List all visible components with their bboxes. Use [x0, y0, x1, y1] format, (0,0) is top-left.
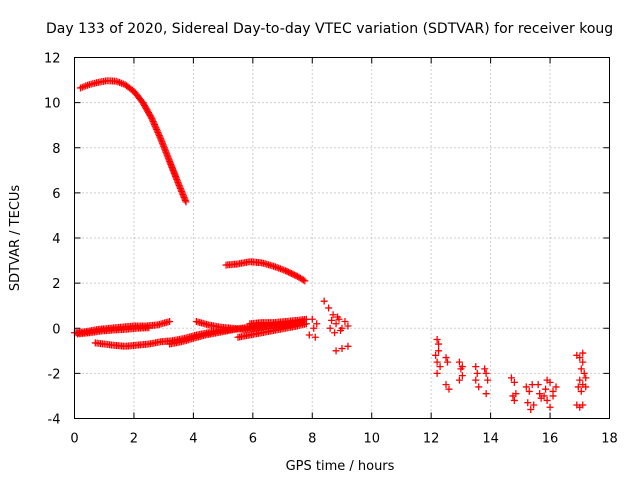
x-tick-label: 4 [189, 432, 197, 447]
x-tick-label: 8 [308, 432, 316, 447]
y-tick-label: 6 [52, 187, 60, 202]
grid-lines [74, 57, 610, 419]
y-tick-label: 12 [44, 52, 61, 67]
points-cluster-12h [432, 336, 453, 393]
x-tick-label: 10 [363, 432, 380, 447]
points-arc-4 [73, 324, 153, 338]
points-arc-7 [192, 317, 307, 333]
points-arc-2 [222, 258, 309, 285]
y-tick-label: 4 [52, 232, 60, 247]
x-tick-label: 6 [249, 432, 257, 447]
x-tick-label: 16 [542, 432, 559, 447]
x-tick-label: 0 [70, 432, 78, 447]
y-axis-label: SDTVAR / TECUs [8, 185, 23, 292]
data-points [71, 77, 590, 413]
x-tick-label: 12 [423, 432, 440, 447]
y-tick-label: -4 [48, 413, 61, 428]
points-arc-1 [76, 77, 190, 206]
y-tick-label: 0 [52, 322, 60, 337]
points-cluster-14h [507, 374, 560, 413]
y-tick-labels: -4 -2 0 2 4 6 8 10 12 [44, 52, 61, 428]
y-tick-label: 8 [52, 142, 60, 157]
points-cluster-17h [573, 349, 590, 411]
chart-title: Day 133 of 2020, Sidereal Day-to-day VTE… [46, 21, 613, 37]
x-tick-label: 18 [601, 432, 618, 447]
y-tick-label: -2 [48, 367, 61, 382]
points-cluster-8h [305, 297, 352, 355]
x-tick-label: 2 [130, 432, 138, 447]
plot-frame [74, 57, 610, 419]
points-arc-9 [246, 315, 310, 328]
x-tick-label: 14 [482, 432, 499, 447]
y-tick-label: 10 [44, 97, 61, 112]
x-tick-labels: 0 2 4 6 8 10 12 14 16 18 [70, 432, 617, 447]
points-cluster-13h [455, 358, 492, 398]
y-tick-label: 2 [52, 277, 60, 292]
points-arc-8 [234, 320, 310, 341]
x-axis-label: GPS time / hours [286, 459, 395, 474]
